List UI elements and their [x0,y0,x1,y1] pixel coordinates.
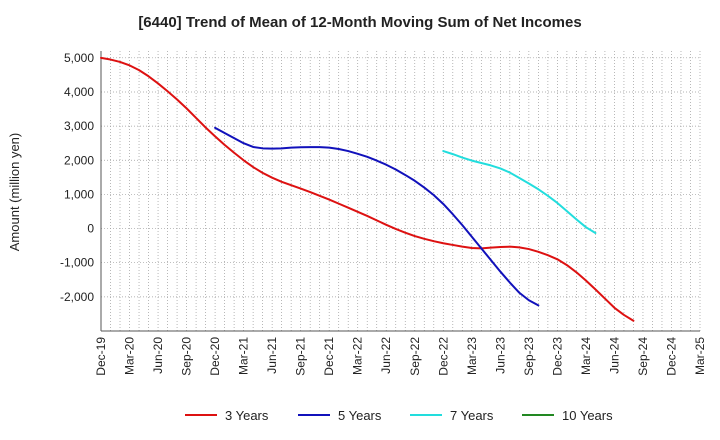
plot-area [101,51,700,331]
x-tick-label: Sep-20 [180,337,194,376]
x-tick-label: Dec-24 [664,337,678,376]
x-tick-label: Jun-20 [151,337,165,374]
x-tick-label: Mar-20 [123,337,137,375]
legend-label: 5 Years [338,408,382,423]
y-tick-label: 4,000 [64,85,94,99]
y-tick-label: 1,000 [64,187,94,201]
x-tick-label: Dec-20 [208,337,222,376]
y-axis-label: Amount (million yen) [7,133,22,252]
legend-label: 7 Years [450,408,494,423]
x-tick-label: Mar-25 [693,337,707,375]
x-tick-label: Jun-22 [379,337,393,374]
x-tick-label: Dec-19 [94,337,108,376]
x-tick-label: Sep-24 [636,337,650,376]
series-layer [100,56,635,322]
y-tick-label: -2,000 [60,290,94,304]
x-tick-label: Sep-22 [408,337,422,376]
y-tick-label: 3,000 [64,119,94,133]
legend-label: 10 Years [562,408,613,423]
chart-title: [6440] Trend of Mean of 12-Month Moving … [138,14,582,31]
legend: 3 Years 5 Years 7 Years 10 Years [185,408,613,423]
y-tick-label: -1,000 [60,256,94,270]
x-tick-label: Dec-23 [550,337,564,376]
series-line [442,150,597,234]
series-line [100,56,635,322]
axes: 5,000 4,000 3,000 2,000 1,000 0 -1,000 -2,000 De… [60,51,707,376]
x-tick-label: Jun-21 [265,337,279,374]
x-tick-label: Mar-24 [579,337,593,375]
x-tick-label: Dec-22 [436,337,450,376]
x-tick-label: Sep-23 [522,337,536,376]
y-tick-label: 0 [87,222,94,236]
grid [100,51,701,331]
x-tick-label: Jun-24 [607,337,621,374]
x-tick-label: Jun-23 [493,337,507,374]
y-tick-label: 2,000 [64,153,94,167]
x-tick-label: Sep-21 [294,337,308,376]
y-tick-label: 5,000 [64,51,94,65]
series-line [214,126,540,307]
x-tick-label: Mar-21 [237,337,251,375]
x-tick-label: Mar-22 [351,337,365,375]
x-tick-label: Dec-21 [322,337,336,376]
legend-label: 3 Years [225,408,269,423]
x-tick-label: Mar-23 [465,337,479,375]
